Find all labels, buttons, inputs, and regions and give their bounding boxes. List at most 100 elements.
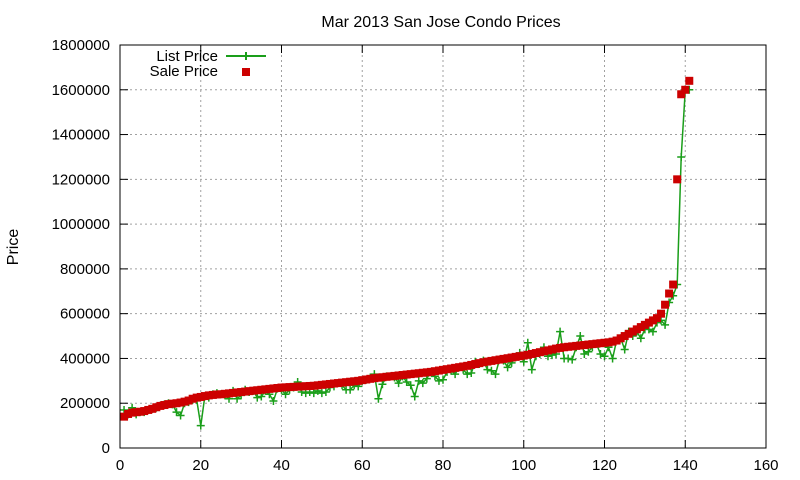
- sale-price-point: [350, 377, 359, 386]
- sale-price-point: [491, 356, 500, 365]
- sale-price-point: [685, 76, 694, 85]
- sale-price-point: [184, 396, 193, 405]
- sale-price-point: [652, 314, 661, 323]
- list-price-point: [576, 332, 585, 341]
- list-price-point: [556, 327, 565, 336]
- sale-price-point: [285, 383, 294, 392]
- sale-price-point: [293, 382, 302, 391]
- sale-price-point: [334, 379, 343, 388]
- sale-price-point: [523, 350, 532, 359]
- list-price-point: [523, 338, 532, 347]
- legend-label-sale-price: Sale Price: [150, 63, 218, 80]
- sale-price-point: [220, 389, 229, 398]
- list-price-point: [483, 365, 492, 374]
- sale-price-point: [596, 339, 605, 348]
- sale-price-point: [548, 345, 557, 354]
- sale-price-point: [661, 300, 670, 309]
- list-price-point: [253, 393, 262, 402]
- sale-price-point: [422, 368, 431, 377]
- list-price-point: [410, 392, 419, 401]
- sale-price-point: [394, 371, 403, 380]
- list-price-point: [644, 325, 653, 334]
- sale-price-point: [455, 363, 464, 372]
- sale-price-point: [632, 325, 641, 334]
- list-price-point: [648, 327, 657, 336]
- x-tick-label: 80: [435, 457, 452, 474]
- x-tick-label: 40: [273, 457, 290, 474]
- sale-price-point: [305, 381, 314, 390]
- legend: List Price Sale Price: [150, 48, 266, 80]
- sale-price-point: [511, 352, 520, 361]
- sale-price-point: [200, 392, 209, 401]
- chart-title: Mar 2013 San Jose Condo Prices: [321, 14, 560, 31]
- grid-lines: [120, 45, 766, 448]
- sale-price-point: [657, 309, 666, 318]
- x-tick-label: 140: [673, 457, 698, 474]
- list-price-point: [378, 380, 387, 389]
- sale-price-point: [233, 388, 242, 397]
- sale-price-point: [196, 392, 205, 401]
- list-price-point: [580, 349, 589, 358]
- sale-price-point: [640, 320, 649, 329]
- list-price-point: [414, 376, 423, 385]
- sale-price-point: [156, 401, 165, 410]
- sale-price-point: [515, 352, 524, 361]
- sale-price-point: [628, 327, 637, 336]
- sale-price-point: [479, 358, 488, 367]
- sale-price-point: [673, 175, 682, 184]
- y-tick-label: 1000000: [52, 216, 110, 233]
- sale-price-point: [366, 374, 375, 383]
- sale-price-point: [342, 378, 351, 387]
- sale-price-point: [289, 382, 298, 391]
- sale-price-point: [329, 379, 338, 388]
- list-price-point: [487, 366, 496, 375]
- list-price-point: [608, 354, 617, 363]
- x-tick-label: 20: [192, 457, 209, 474]
- sale-price-point: [378, 373, 387, 382]
- sale-price-point: [253, 386, 262, 395]
- x-tick-label: 0: [116, 457, 124, 474]
- sale-price-point: [604, 338, 613, 347]
- sale-price-point: [325, 379, 334, 388]
- sale-price-point: [297, 382, 306, 391]
- sale-price-point: [447, 364, 456, 373]
- y-tick-label: 800000: [60, 261, 110, 278]
- sale-price-point: [301, 382, 310, 391]
- sale-price-point: [527, 349, 536, 358]
- y-tick-label: 1200000: [52, 171, 110, 188]
- sale-price-point: [192, 393, 201, 402]
- y-tick-label: 1600000: [52, 82, 110, 99]
- sale-price-point: [418, 368, 427, 377]
- list-price-point: [406, 381, 415, 390]
- sale-price-point: [212, 390, 221, 399]
- list-price-point: [346, 385, 355, 394]
- sale-price-point: [249, 386, 258, 395]
- list-price-point: [257, 392, 266, 401]
- sale-price-point: [317, 380, 326, 389]
- sale-price-point: [467, 360, 476, 369]
- list-price-point: [317, 389, 326, 398]
- sale-price-point: [616, 334, 625, 343]
- y-axis-label: Price: [5, 229, 22, 266]
- list-price-point: [677, 152, 686, 161]
- sale-price-point: [164, 400, 173, 409]
- sale-price-point: [144, 405, 153, 414]
- sale-price-point: [584, 340, 593, 349]
- y-tick-label: 600000: [60, 306, 110, 323]
- sale-price-point: [313, 381, 322, 390]
- sale-price-point: [309, 381, 318, 390]
- sale-price-point: [237, 388, 246, 397]
- sale-price-point: [677, 90, 686, 99]
- sale-price-point: [386, 372, 395, 381]
- y-tick-label: 1800000: [52, 37, 110, 54]
- sale-price-point: [204, 391, 213, 400]
- sale-price-point: [451, 363, 460, 372]
- sale-price-point: [225, 389, 234, 398]
- y-tick-label: 1400000: [52, 127, 110, 144]
- sale-price-point: [172, 399, 181, 408]
- list-price-point: [374, 394, 383, 403]
- sale-price-point: [624, 329, 633, 338]
- sale-price-point: [507, 353, 516, 362]
- sale-price-point: [321, 380, 330, 389]
